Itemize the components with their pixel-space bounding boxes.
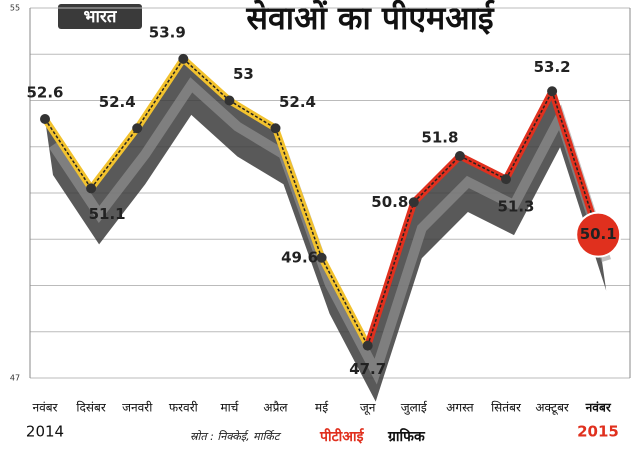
y-tick-label: 55 xyxy=(10,4,20,13)
line-dash xyxy=(366,202,415,346)
line-dash xyxy=(182,58,230,102)
value-label: 51.8 xyxy=(421,129,458,147)
point xyxy=(270,123,281,134)
point xyxy=(362,340,373,351)
value-label: 52.6 xyxy=(26,84,63,102)
badge: भारत xyxy=(84,7,118,27)
x-tick-label: फरवरी xyxy=(169,401,199,415)
point xyxy=(40,114,50,124)
value-label: 50.8 xyxy=(371,193,408,211)
x-tick-label: अगस्त xyxy=(446,401,475,415)
start-year: 2014 xyxy=(26,423,64,441)
line-dash xyxy=(229,99,276,129)
line-dash xyxy=(136,58,184,129)
plot: 52.6 51.1 52.4 53.9 53 52.4 49.6 47.7 50.8 51.8 51… xyxy=(26,23,622,416)
value-label: 49.6 xyxy=(281,248,318,266)
x-tick-label: जुलाई xyxy=(401,401,428,416)
value-label: 52.4 xyxy=(99,93,136,111)
end-year: 2015 xyxy=(577,423,619,441)
value-label: 50.1 xyxy=(580,225,617,243)
x-tick-label: नवंबर xyxy=(585,401,612,415)
value-label: 53.9 xyxy=(149,23,186,41)
x-tick-label: मार्च xyxy=(220,401,239,415)
point xyxy=(454,151,465,161)
x-tick-label: अक्टूबर xyxy=(535,401,570,416)
point xyxy=(132,123,143,134)
x-tick-label: जून xyxy=(360,401,376,416)
x-tick-label: नवंबर xyxy=(32,401,58,415)
value-label: 53.2 xyxy=(534,58,571,76)
value-label: 51.1 xyxy=(89,205,126,223)
point xyxy=(316,252,327,263)
x-tick-label: सितंबर xyxy=(491,401,522,415)
x-tick-label: मई xyxy=(315,401,329,415)
value-label: 51.3 xyxy=(497,198,534,216)
line-dash xyxy=(320,257,369,346)
value-label: 47.7 xyxy=(349,360,386,378)
line-dash xyxy=(505,90,553,180)
point xyxy=(575,211,622,258)
source: स्रोत : निक्केई, मार्किट xyxy=(190,430,282,443)
point xyxy=(178,53,189,64)
x-tick-label: अप्रैल xyxy=(263,401,288,415)
point xyxy=(408,197,419,208)
line-dash xyxy=(90,127,138,189)
point xyxy=(224,95,235,106)
x-tick-label: जनवरी xyxy=(122,401,153,415)
line-dash xyxy=(44,118,92,189)
line-shadow xyxy=(48,77,611,385)
badge-box xyxy=(58,4,142,29)
point xyxy=(547,86,558,97)
credit-agency: पीटीआई xyxy=(319,428,365,445)
x-tick-label: दिसंबर xyxy=(76,401,106,415)
chart-title: सेवाओं का पीएमआई xyxy=(245,0,495,37)
line-dash xyxy=(551,91,599,235)
point xyxy=(501,174,511,185)
grid: 47 55 xyxy=(10,4,631,383)
value-label: 52.4 xyxy=(279,93,316,111)
line-dash xyxy=(274,127,323,259)
credit-label: ग्राफिक xyxy=(387,428,426,445)
point xyxy=(86,183,97,194)
line-dash xyxy=(459,155,507,180)
line-dash xyxy=(413,155,461,203)
value-label: 53 xyxy=(233,65,254,83)
y-tick-label: 47 xyxy=(10,374,20,383)
